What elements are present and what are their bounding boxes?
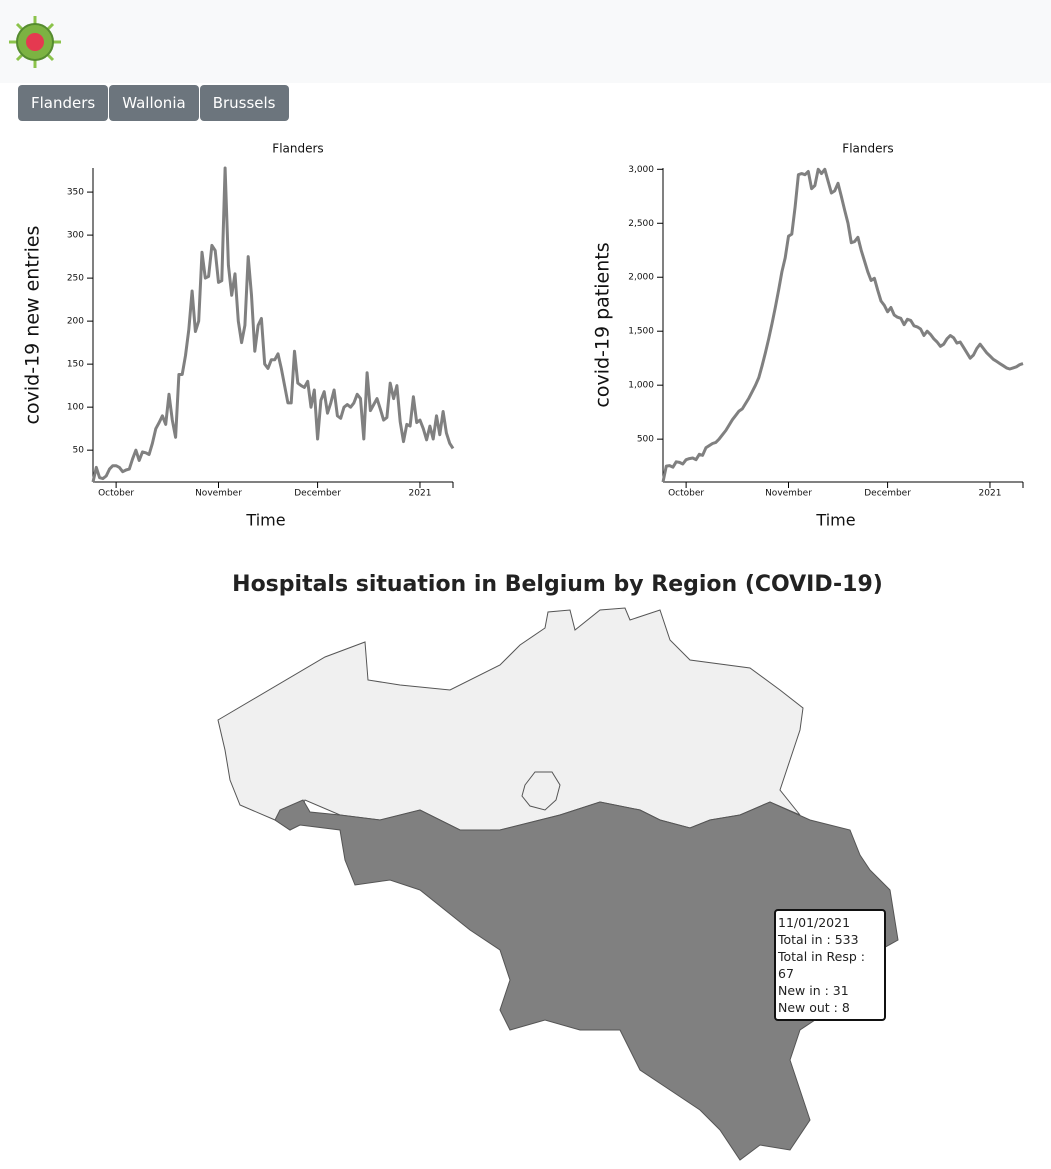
x-tick-label: 2021 [979, 489, 1002, 499]
map [217, 607, 899, 1161]
y-tick-label: 50 [73, 446, 85, 456]
button[interactable]: Brussels [199, 85, 289, 121]
region-brussels[interactable] [521, 771, 561, 811]
logo [9, 16, 61, 68]
x-tick-label: November [195, 489, 242, 499]
data-line [661, 167, 1024, 483]
charts: Flanders Time covid-19 new entries 50 100 150… [22, 142, 1024, 530]
y-axis-label: covid-19 patients [592, 242, 614, 407]
chart-title: Flanders [272, 142, 323, 156]
y-tick-label: 300 [67, 231, 84, 241]
x-tick-label: October [98, 489, 134, 499]
x-tick-label: 2021 [409, 489, 432, 499]
region-flanders[interactable] [217, 607, 804, 831]
y-tick-label: 100 [67, 403, 84, 413]
data-line [91, 166, 455, 483]
tooltip-line: New in : 31 [778, 983, 849, 998]
tooltip-line: Total in : 533 [778, 932, 859, 947]
y-tick-label: 200 [67, 317, 84, 327]
y-tick-label: 350 [67, 188, 84, 198]
tooltip-line: New out : 8 [778, 1000, 850, 1015]
tooltip-line: Total in Resp : 67 [778, 949, 865, 981]
x-axis-label: Time [815, 511, 855, 530]
y-axis-label: covid-19 new entries [22, 226, 44, 425]
map-title: Hospitals situation in Belgium by Region… [232, 572, 883, 597]
y-tick-label: 1,500 [628, 327, 654, 337]
tooltip: 11/01/2021 Total in : 533 Total in Resp … [774, 909, 886, 1021]
x-tick-label: December [294, 489, 341, 499]
y-tick-label: 250 [67, 274, 84, 284]
y-tick-label: 3,000 [628, 165, 654, 175]
y-tick-label: 500 [637, 435, 654, 445]
x-tick-label: December [864, 489, 911, 499]
x-tick-label: November [765, 489, 812, 499]
header [0, 0, 1051, 83]
button[interactable]: Wallonia [109, 85, 199, 121]
chart-title: Flanders [842, 142, 893, 156]
y-tick-label: 1,000 [628, 381, 654, 391]
button[interactable]: Flanders [18, 85, 109, 121]
x-tick-label: October [668, 489, 704, 499]
x-axis-label: Time [245, 511, 285, 530]
region-buttons: Flanders Wallonia Brussels [18, 85, 290, 121]
tooltip-line: 11/01/2021 [778, 915, 851, 930]
y-tick-label: 2,000 [628, 273, 654, 283]
y-tick-label: 2,500 [628, 219, 654, 229]
y-tick-label: 150 [67, 360, 84, 370]
